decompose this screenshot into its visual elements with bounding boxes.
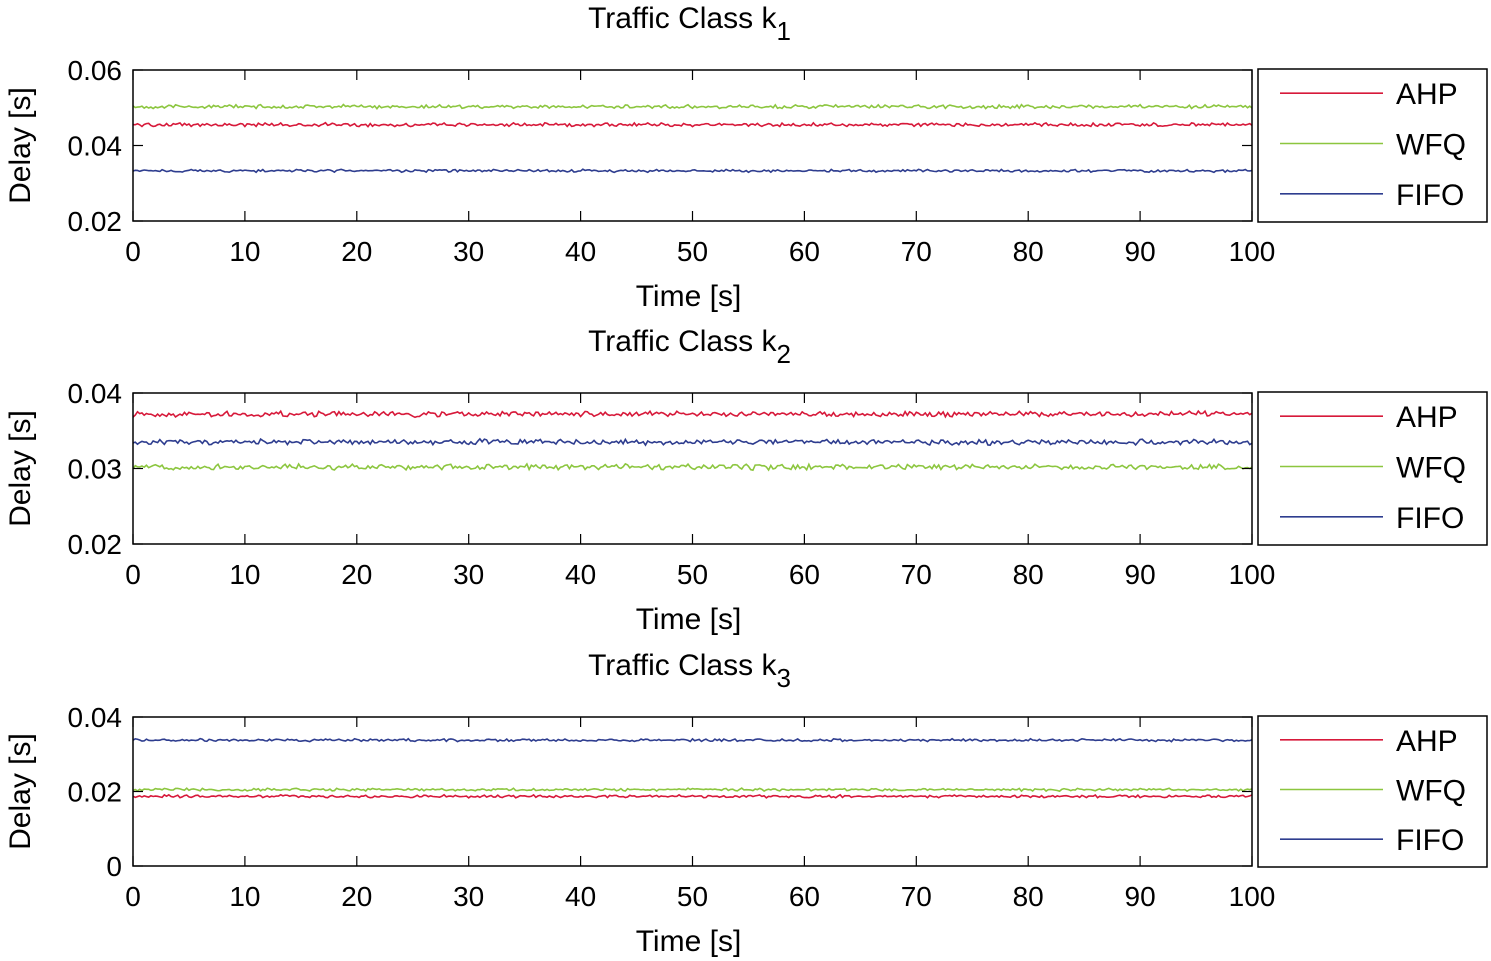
y-tick-label: 0.04 [68, 702, 123, 733]
x-tick-label: 100 [1229, 881, 1276, 912]
legend: AHP WFQ FIFO [1257, 391, 1488, 546]
y-axis-label: Delay [s] [4, 733, 37, 850]
x-tick-label: 40 [565, 236, 596, 267]
series-line-wfq [133, 787, 1252, 793]
x-tick-label: 0 [125, 559, 141, 590]
y-tick-label: 0.04 [68, 378, 123, 409]
legend-label-ahp: AHP [1396, 725, 1458, 758]
x-tick-label: 40 [565, 559, 596, 590]
series-line-wfq [133, 462, 1252, 472]
x-axis-label: Time [s] [636, 925, 742, 958]
subplot-2: Traffic Class k20 10 20 30 40 50 60 70 80 90 1000.… [4, 325, 1488, 636]
legend-box [1257, 715, 1488, 868]
series-line-fifo [133, 737, 1252, 743]
x-axis-label: Time [s] [636, 603, 742, 636]
y-tick-label: 0.06 [68, 55, 123, 86]
y-tick-label: 0 [106, 851, 122, 882]
chart-title-subscript: 1 [776, 16, 790, 46]
y-axis-label: Delay [s] [4, 410, 37, 527]
plot-area [133, 103, 1252, 174]
series-line-fifo [133, 437, 1252, 447]
x-tick-label: 30 [453, 881, 484, 912]
x-tick-label: 40 [565, 881, 596, 912]
x-tick-label: 10 [229, 236, 260, 267]
legend-label-wfq: WFQ [1396, 775, 1466, 808]
x-tick-label: 20 [341, 559, 372, 590]
legend-label-ahp: AHP [1396, 78, 1458, 111]
y-tick-label: 0.03 [68, 454, 123, 485]
x-tick-label: 90 [1125, 559, 1156, 590]
legend-label-ahp: AHP [1396, 401, 1458, 434]
x-tick-label: 30 [453, 559, 484, 590]
x-tick-label: 50 [677, 881, 708, 912]
chart-title-text: Traffic Class k [588, 649, 777, 682]
y-axis-label: Delay [s] [4, 87, 37, 204]
legend: AHP WFQ FIFO [1257, 68, 1488, 223]
x-axis-label: Time [s] [636, 280, 742, 313]
legend-box [1257, 68, 1488, 223]
x-tick-label: 90 [1125, 881, 1156, 912]
x-tick-label: 90 [1125, 236, 1156, 267]
x-tick-label: 60 [789, 236, 820, 267]
x-tick-label: 10 [229, 559, 260, 590]
plot-area [133, 737, 1252, 799]
plot-area [133, 409, 1252, 472]
x-tick-label: 0 [125, 236, 141, 267]
chart-title-subscript: 2 [776, 339, 790, 369]
chart-title-text: Traffic Class k [588, 2, 777, 35]
y-tick-label: 0.02 [68, 777, 123, 808]
series-line-ahp [133, 409, 1252, 419]
y-tick-label: 0.02 [68, 529, 123, 560]
x-tick-label: 10 [229, 881, 260, 912]
x-tick-label: 30 [453, 236, 484, 267]
legend-label-fifo: FIFO [1396, 824, 1464, 857]
series-line-wfq [133, 103, 1252, 110]
legend: AHP WFQ FIFO [1257, 715, 1488, 868]
x-tick-label: 20 [341, 881, 372, 912]
legend-label-fifo: FIFO [1396, 179, 1464, 212]
x-tick-label: 80 [1013, 236, 1044, 267]
x-tick-label: 60 [789, 881, 820, 912]
y-tick-label: 0.04 [68, 131, 123, 162]
chart-title: Traffic Class k3 [588, 649, 791, 693]
series-line-ahp [133, 121, 1252, 128]
chart-title: Traffic Class k2 [588, 325, 791, 369]
x-tick-label: 80 [1013, 559, 1044, 590]
x-tick-label: 100 [1229, 236, 1276, 267]
x-tick-label: 50 [677, 559, 708, 590]
x-tick-label: 80 [1013, 881, 1044, 912]
legend-box [1257, 391, 1488, 546]
y-tick-label: 0.02 [68, 206, 123, 237]
series-line-ahp [133, 793, 1252, 799]
x-tick-label: 60 [789, 559, 820, 590]
chart-title-text: Traffic Class k [588, 325, 777, 358]
chart-title: Traffic Class k1 [588, 2, 791, 46]
legend-label-wfq: WFQ [1396, 129, 1466, 162]
x-tick-label: 100 [1229, 559, 1276, 590]
legend-label-fifo: FIFO [1396, 502, 1464, 535]
subplots: Traffic Class k10 10 20 30 40 50 60 70 80 90 1000.… [4, 2, 1488, 958]
x-tick-label: 0 [125, 881, 141, 912]
axes-frame [132, 69, 1253, 222]
x-tick-label: 70 [901, 881, 932, 912]
x-tick-label: 70 [901, 559, 932, 590]
subplot-3: Traffic Class k30 10 20 30 40 50 60 70 80 90 10000… [4, 649, 1488, 958]
x-tick-label: 70 [901, 236, 932, 267]
legend-label-wfq: WFQ [1396, 452, 1466, 485]
x-tick-label: 50 [677, 236, 708, 267]
subplot-1: Traffic Class k10 10 20 30 40 50 60 70 80 90 1000.… [4, 2, 1488, 313]
chart-title-subscript: 3 [776, 663, 790, 693]
series-line-fifo [133, 168, 1252, 174]
x-tick-label: 20 [341, 236, 372, 267]
